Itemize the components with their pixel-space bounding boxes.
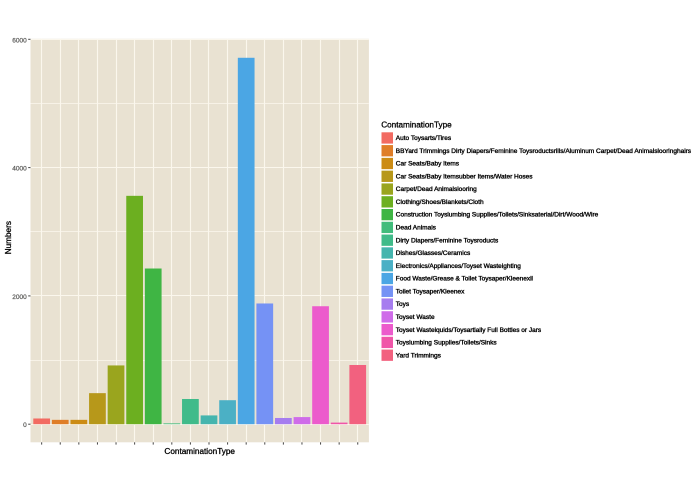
svg-text:ContaminationType: ContaminationType bbox=[381, 121, 452, 130]
svg-text:Toyset Wasteiquids/Toysartiall: Toyset Wasteiquids/Toysartially Full Bot… bbox=[396, 327, 542, 334]
svg-text:Dishes/Glasses/Ceramics: Dishes/Glasses/Ceramics bbox=[396, 250, 471, 257]
svg-text:Dead Animals: Dead Animals bbox=[396, 225, 437, 232]
svg-text:Toys: Toys bbox=[396, 301, 410, 308]
svg-text:Car Seats/Baby Items: Car Seats/Baby Items bbox=[396, 161, 460, 168]
svg-text:2000: 2000 bbox=[12, 294, 27, 301]
svg-text:Toilet Toysaper/Kleenex: Toilet Toysaper/Kleenex bbox=[396, 288, 465, 295]
svg-text:Construction Toyslumbing Suppl: Construction Toyslumbing Supplies/Toilet… bbox=[396, 212, 599, 219]
svg-text:Auto Toysarts/Tires: Auto Toysarts/Tires bbox=[396, 135, 452, 142]
svg-text:Carpet/Dead Animalslooring: Carpet/Dead Animalslooring bbox=[396, 186, 477, 193]
svg-text:BBYard Trimmings Dirty Diapers: BBYard Trimmings Dirty Diapers/Feminine … bbox=[396, 148, 692, 155]
svg-text:4000: 4000 bbox=[12, 166, 27, 173]
svg-text:Dirty Diapers/Feminine Toysrod: Dirty Diapers/Feminine Toysroducts bbox=[396, 237, 499, 244]
svg-text:Car Seats/Baby Itemsubber Item: Car Seats/Baby Itemsubber Items/Water Ho… bbox=[396, 173, 533, 180]
svg-text:ContaminationType: ContaminationType bbox=[164, 447, 235, 456]
svg-text:Electronics/Appliances/Toyset: Electronics/Appliances/Toyset Wasteighti… bbox=[396, 263, 522, 270]
svg-text:Toyslumbing Supplies/Toilets/S: Toyslumbing Supplies/Toilets/Sinks bbox=[396, 340, 498, 347]
svg-text:0: 0 bbox=[23, 422, 27, 429]
svg-text:6000: 6000 bbox=[12, 37, 27, 44]
svg-text:Food Waste/Grease & Toilet Toy: Food Waste/Grease & Toilet Toysaper/Klee… bbox=[396, 276, 534, 283]
svg-text:Numbers: Numbers bbox=[4, 221, 13, 254]
svg-text:Yard Trimmings: Yard Trimmings bbox=[396, 352, 442, 359]
svg-text:Clothing/Shoes/Blankets/Cloth: Clothing/Shoes/Blankets/Cloth bbox=[396, 199, 484, 206]
svg-text:Toyset Waste: Toyset Waste bbox=[396, 314, 435, 321]
